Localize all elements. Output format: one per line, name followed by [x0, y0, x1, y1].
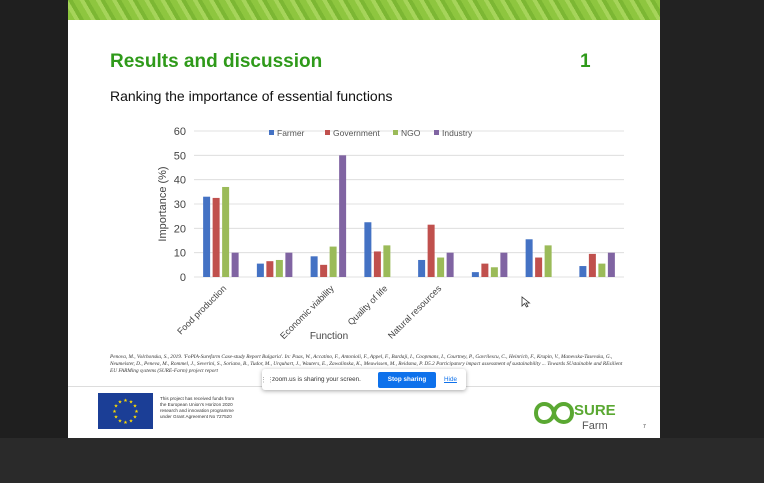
bar — [579, 266, 587, 277]
legend-swatch — [269, 130, 274, 135]
x-axis-label: Function — [310, 331, 348, 342]
legend-label: Government — [333, 128, 380, 138]
eu-funding-text: This project has received funds from the… — [160, 396, 235, 419]
slide-title: Results and discussion — [110, 51, 323, 72]
x-tick-label: Food production — [175, 283, 228, 336]
drag-handle-icon[interactable]: ⋮⋮ — [260, 376, 274, 384]
bar — [383, 245, 391, 277]
legend-swatch — [434, 130, 439, 135]
svg-text:★: ★ — [129, 419, 134, 425]
slide-banner — [68, 0, 660, 20]
bar — [256, 263, 264, 277]
y-tick-label: 30 — [174, 199, 186, 211]
bar — [329, 246, 337, 277]
x-tick-label: Natural resources — [386, 283, 444, 341]
bar — [320, 264, 328, 277]
svg-text:★: ★ — [134, 409, 139, 415]
bar — [598, 263, 606, 277]
slide-number: 1 — [580, 51, 591, 72]
sure-farm-logo: SURE Farm — [530, 393, 620, 433]
svg-text:★: ★ — [114, 404, 119, 410]
bar — [266, 261, 274, 277]
references-text: Penova, M., Volchonska, S., 2019. 'FoPIA… — [110, 354, 623, 374]
svg-text:★: ★ — [129, 399, 134, 405]
bar — [437, 257, 445, 277]
legend-label: Industry — [442, 128, 473, 138]
mouse-cursor-icon — [521, 296, 531, 308]
bar — [446, 252, 454, 277]
legend-swatch — [393, 130, 398, 135]
zoom-sharing-bar: ⋮⋮ zoom.us is sharing your screen. Stop … — [260, 369, 466, 390]
bar — [285, 252, 293, 277]
y-tick-label: 40 — [174, 175, 186, 187]
legend-label: Farmer — [277, 128, 305, 138]
y-axis-label: Importance (%) — [157, 166, 169, 241]
svg-text:★: ★ — [123, 398, 128, 404]
y-tick-label: 10 — [174, 248, 186, 260]
svg-text:★: ★ — [114, 415, 119, 421]
bar — [231, 252, 239, 277]
bar — [427, 224, 435, 277]
bar — [535, 257, 543, 277]
bar — [544, 245, 552, 277]
presentation-slide: Results and discussion 1 Ranking the imp… — [68, 0, 660, 438]
bar — [212, 197, 220, 277]
svg-text:★: ★ — [133, 415, 138, 421]
bar — [222, 186, 230, 277]
bar — [275, 259, 283, 277]
legend-swatch — [325, 130, 330, 135]
bar — [588, 253, 596, 277]
y-tick-label: 0 — [180, 272, 186, 284]
bar — [525, 239, 533, 277]
bar — [481, 263, 489, 277]
svg-text:★: ★ — [133, 404, 138, 410]
bar — [500, 252, 508, 277]
y-tick-label: 50 — [174, 150, 186, 162]
bar — [418, 259, 426, 277]
eu-stars-icon: ★★★★★★★★★ ★ ★★ — [112, 398, 139, 426]
x-tick-label: Quality of life — [346, 283, 390, 327]
slide-subtitle: Ranking the importance of essential func… — [110, 88, 393, 104]
stop-sharing-button[interactable]: Stop sharing — [378, 371, 436, 388]
infinity-icon — [533, 402, 575, 424]
eu-flag-logo: ★ ★ ★ ★ ★ ★ ★ ★ ★ ★ ★ ★ — [98, 393, 153, 429]
svg-text:★: ★ — [118, 419, 123, 425]
hide-link[interactable]: Hide — [444, 376, 457, 383]
bar-chart: 0 10 20 30 40 50 60 Importance (%) Food producti… — [157, 126, 624, 342]
desktop-background-right — [660, 0, 764, 438]
bar — [607, 252, 615, 277]
bar — [364, 222, 372, 277]
svg-text:★: ★ — [112, 409, 117, 415]
sharing-message: zoom.us is sharing your screen. — [272, 376, 361, 383]
logo-word-farm: Farm — [582, 420, 608, 432]
y-tick-label: 60 — [174, 126, 186, 138]
desktop-background-bottom — [0, 438, 764, 483]
bar — [490, 267, 498, 277]
svg-text:★: ★ — [123, 420, 128, 426]
page-corner-number: 7 — [643, 424, 646, 430]
bar — [310, 256, 318, 277]
bar — [471, 272, 479, 277]
bar — [373, 251, 381, 277]
svg-text:★: ★ — [118, 399, 123, 405]
logo-word-sure: SURE — [574, 402, 616, 419]
legend-label: NGO — [401, 128, 421, 138]
bar — [203, 196, 211, 277]
y-tick-label: 20 — [174, 223, 186, 235]
bar — [339, 155, 347, 277]
